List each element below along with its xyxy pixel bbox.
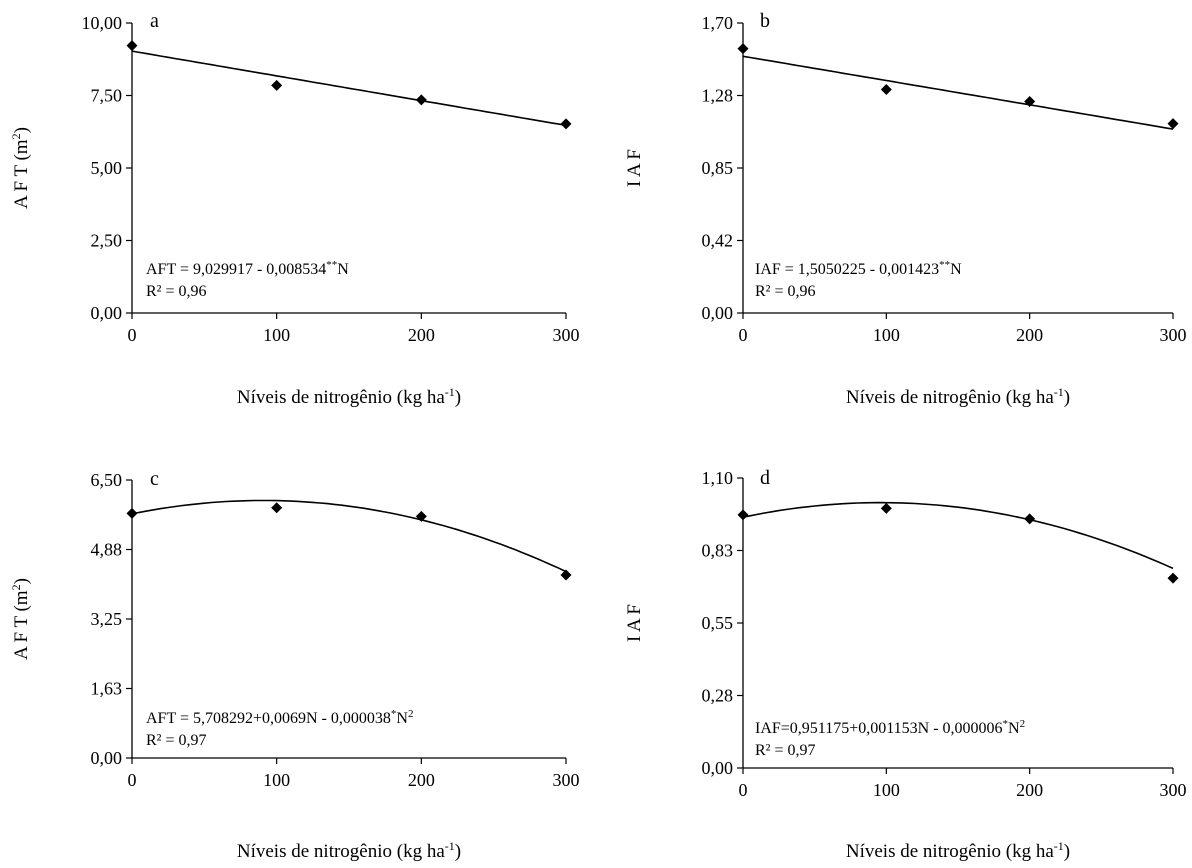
y-tick-label: 6,50 [91,470,123,490]
y-axis-label: I A F [624,604,645,642]
y-tick-label: 0,00 [702,758,734,778]
data-point [1024,513,1036,525]
x-tick-label: 300 [1160,780,1187,800]
y-tick-label: 0,00 [91,303,123,323]
y-tick-label: 0,00 [91,748,123,768]
x-tick-label: 200 [408,770,435,790]
r-squared-label: R² = 0,96 [755,283,816,300]
data-point [560,569,572,581]
fit-curve [742,55,1174,130]
x-tick-label: 100 [873,780,900,800]
y-tick-label: 4,88 [91,540,123,560]
x-tick-label: 300 [553,770,580,790]
data-point [880,84,892,96]
data-point [737,43,749,55]
data-point [415,94,427,106]
y-tick-label: 1,10 [702,468,734,488]
x-tick-label: 300 [553,325,580,345]
fit-curve [131,50,567,127]
panel-b: 0,00 0,42 0,85 1,28 1,70 0 100 200 300 b IAF = 1,5… [624,10,1187,408]
x-tick-label: 200 [408,325,435,345]
x-axis-label: Níveis de nitrogênio (kg ha-1) [846,385,1070,408]
r-squared-label: R² = 0,97 [755,742,816,759]
y-axis-label: A F T (m2) [9,127,32,209]
data-point [415,510,427,522]
y-tick-label: 1,28 [702,86,734,106]
x-tick-label: 0 [739,780,748,800]
x-axis-label: Níveis de nitrogênio (kg ha-1) [846,839,1070,862]
data-point [271,502,283,514]
data-point [1024,95,1036,107]
y-tick-label: 0,85 [702,158,734,178]
panel-c: 0,00 1,63 3,25 4,88 6,50 0 100 200 300 c AFT = 5,7… [9,468,580,862]
data-point [1167,572,1179,584]
y-axis-label: A F T (m2) [9,578,32,660]
regression-equation: IAF=0,951175+0,001153N - 0,000006*N2 [755,718,1025,737]
panel-letter: c [150,468,159,490]
panel-d: 0,00 0,28 0,55 0,83 1,10 0 100 200 300 d IAF=0,951… [624,467,1187,862]
data-point [880,502,892,514]
x-tick-label: 0 [739,325,748,345]
y-tick-label: 0,83 [702,541,734,561]
regression-equation: AFT = 9,029917 - 0,008534**N [146,259,349,278]
x-tick-label: 200 [1016,325,1043,345]
fit-curve [742,501,1174,570]
y-tick-label: 7,50 [91,86,123,106]
y-tick-label: 0,28 [702,686,734,706]
x-tick-label: 0 [128,770,137,790]
data-point [737,509,749,521]
y-tick-label: 0,00 [702,303,734,323]
fit-curve [131,499,567,573]
x-tick-label: 200 [1016,780,1043,800]
x-axis-label: Níveis de nitrogênio (kg ha-1) [237,385,461,408]
x-tick-label: 300 [1160,325,1187,345]
x-tick-label: 100 [263,325,290,345]
data-point [271,79,283,91]
x-axis-label: Níveis de nitrogênio (kg ha-1) [237,839,461,862]
y-tick-label: 10,00 [82,13,123,33]
x-tick-label: 100 [263,770,290,790]
x-tick-label: 0 [128,325,137,345]
data-point [560,118,572,130]
y-axis-label: I A F [624,149,645,187]
data-point [126,40,138,52]
panel-letter: b [760,10,770,32]
y-tick-label: 1,70 [702,13,734,33]
regression-equation: IAF = 1,5050225 - 0,001423**N [755,259,962,278]
y-tick-label: 5,00 [91,158,123,178]
data-point [126,507,138,519]
panel-letter: a [150,10,159,32]
panel-letter: d [760,467,770,489]
panel-a: 0,00 2,50 5,00 7,50 10,00 0 100 200 300 a AFT = 9,… [9,10,580,408]
x-tick-label: 100 [873,325,900,345]
r-squared-label: R² = 0,97 [146,732,207,749]
y-tick-label: 2,50 [91,231,123,251]
y-tick-label: 1,63 [91,679,123,699]
r-squared-label: R² = 0,96 [146,283,207,300]
regression-equation: AFT = 5,708292+0,0069N - 0,000038*N2 [146,708,413,727]
y-tick-label: 0,55 [702,613,734,633]
y-tick-label: 3,25 [91,609,123,629]
data-point [1167,118,1179,130]
y-tick-label: 0,42 [702,231,734,251]
